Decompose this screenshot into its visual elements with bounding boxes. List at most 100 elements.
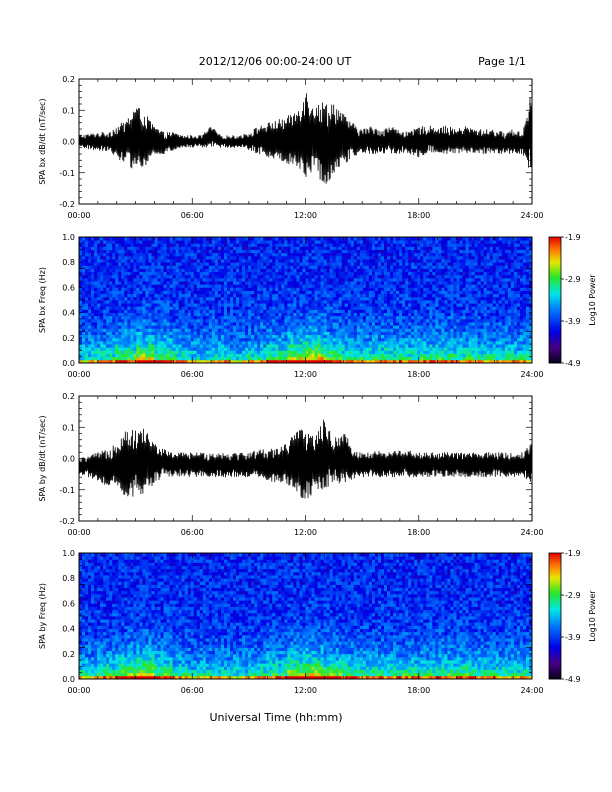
- spectrogram-cell: [341, 322, 346, 326]
- spectrogram-cell: [226, 334, 231, 339]
- spectrogram-cell: [181, 262, 186, 266]
- spectrogram-cell: [163, 296, 167, 301]
- spectrogram-cell: [217, 359, 222, 364]
- spectrogram-cell: [151, 277, 155, 282]
- spectrogram-cell: [94, 287, 98, 291]
- spectrogram-cell: [118, 344, 122, 348]
- spectrogram-cell: [154, 306, 158, 310]
- spectrogram-cell: [130, 328, 134, 332]
- spectrogram-cell: [405, 287, 409, 291]
- spectrogram-cell: [381, 271, 385, 276]
- spectrogram-cell: [112, 337, 116, 342]
- spectrogram-cell: [217, 356, 222, 361]
- spectrogram-cell: [160, 350, 164, 354]
- spectrogram-cell: [226, 274, 231, 279]
- spectrogram-cell: [426, 265, 430, 269]
- spectrogram-cell: [245, 240, 249, 244]
- spectrogram-cell: [226, 259, 231, 263]
- spectrogram-cell: [347, 309, 352, 313]
- spectrogram-cell: [269, 246, 273, 250]
- spectrogram-cell: [230, 237, 234, 241]
- spectrogram-cell: [390, 284, 394, 288]
- spectrogram-cell: [371, 306, 376, 310]
- spectrogram-cell: [281, 315, 285, 320]
- spectrogram-cell: [365, 287, 370, 291]
- spectrogram-cell: [193, 259, 198, 263]
- spectrogram-cell: [220, 265, 225, 269]
- spectrogram-cell: [133, 252, 137, 257]
- spectrogram-cell: [130, 318, 134, 323]
- spectrogram-cell: [371, 315, 376, 320]
- spectrogram-cell: [263, 344, 267, 348]
- spectrogram-cell: [377, 249, 382, 254]
- spectrogram-cell: [317, 284, 321, 288]
- spectrogram-cell: [103, 271, 107, 276]
- spectrogram-cell: [296, 262, 300, 266]
- spectrogram-cell: [287, 268, 291, 273]
- spectrogram-cell: [281, 277, 285, 282]
- spectrogram-cell: [199, 290, 204, 295]
- spectrogram-cell: [127, 281, 131, 285]
- spectrogram-cell: [284, 296, 288, 301]
- spectrogram-cell: [187, 290, 192, 295]
- spectrogram-cell: [121, 290, 125, 295]
- spectrogram-cell: [205, 303, 210, 307]
- spectrogram-cell: [365, 337, 370, 342]
- spectrogram-cell: [362, 246, 367, 250]
- spectrogram-cell: [387, 344, 391, 348]
- spectrogram-cell: [299, 284, 303, 288]
- spectrogram-cell: [414, 284, 418, 288]
- spectrogram-cell: [429, 290, 433, 295]
- spectrogram-cell: [112, 328, 116, 332]
- spectrogram-cell: [97, 303, 101, 307]
- spectrogram-cell: [230, 312, 234, 317]
- spectrogram-cell: [115, 300, 119, 304]
- spectrogram-cell: [251, 262, 255, 266]
- spectrogram-cell: [223, 259, 228, 263]
- spectrogram-cell: [356, 337, 361, 342]
- spectrogram-cell: [233, 325, 237, 329]
- spectrogram-cell: [377, 243, 382, 247]
- spectrogram-cell: [317, 300, 321, 304]
- spectrogram-cell: [408, 293, 412, 298]
- spectrogram-cell: [136, 293, 140, 298]
- spectrogram-cell: [97, 274, 101, 279]
- spectrogram-cell: [226, 312, 231, 317]
- spectrogram-cell: [239, 281, 243, 285]
- spectrogram-cell: [154, 262, 158, 266]
- spectrogram-cell: [314, 306, 318, 310]
- spectrogram-cell: [320, 325, 325, 329]
- spectrogram-cell: [163, 359, 167, 364]
- spectrogram-cell: [362, 262, 367, 266]
- spectrogram-cell: [371, 318, 376, 323]
- spectrogram-cell: [245, 274, 249, 279]
- spectrogram-cell: [393, 265, 397, 269]
- spectrogram-cell: [296, 265, 300, 269]
- spectrogram-cell: [269, 265, 273, 269]
- spectrogram-cell: [133, 268, 137, 273]
- spectrogram-cell: [91, 252, 95, 257]
- spectrogram-cell: [374, 328, 379, 332]
- spectrogram-cell: [94, 240, 98, 244]
- spectrogram-cell: [88, 322, 92, 326]
- spectrogram-cell: [296, 353, 300, 358]
- spectrogram-cell: [88, 296, 92, 301]
- spectrogram-cell: [142, 287, 146, 291]
- spectrogram-cell: [217, 340, 222, 345]
- spectrogram-cell: [103, 328, 107, 332]
- spectrogram-cell: [151, 243, 155, 247]
- spectrogram-cell: [172, 281, 177, 285]
- spectrogram-cell: [341, 318, 346, 323]
- spectrogram-cell: [196, 284, 201, 288]
- spectrogram-cell: [414, 340, 418, 345]
- spectrogram-cell: [296, 259, 300, 263]
- spectrogram-cell: [381, 265, 385, 269]
- spectrogram-cell: [127, 271, 131, 276]
- spectrogram-cell: [305, 315, 309, 320]
- spectrogram-cell: [377, 271, 382, 276]
- spectrogram-cell: [408, 306, 412, 310]
- spectrogram-cell: [202, 325, 207, 329]
- spectrogram-cell: [172, 359, 177, 364]
- spectrogram-cell: [284, 287, 288, 291]
- spectrogram-cell: [411, 240, 415, 244]
